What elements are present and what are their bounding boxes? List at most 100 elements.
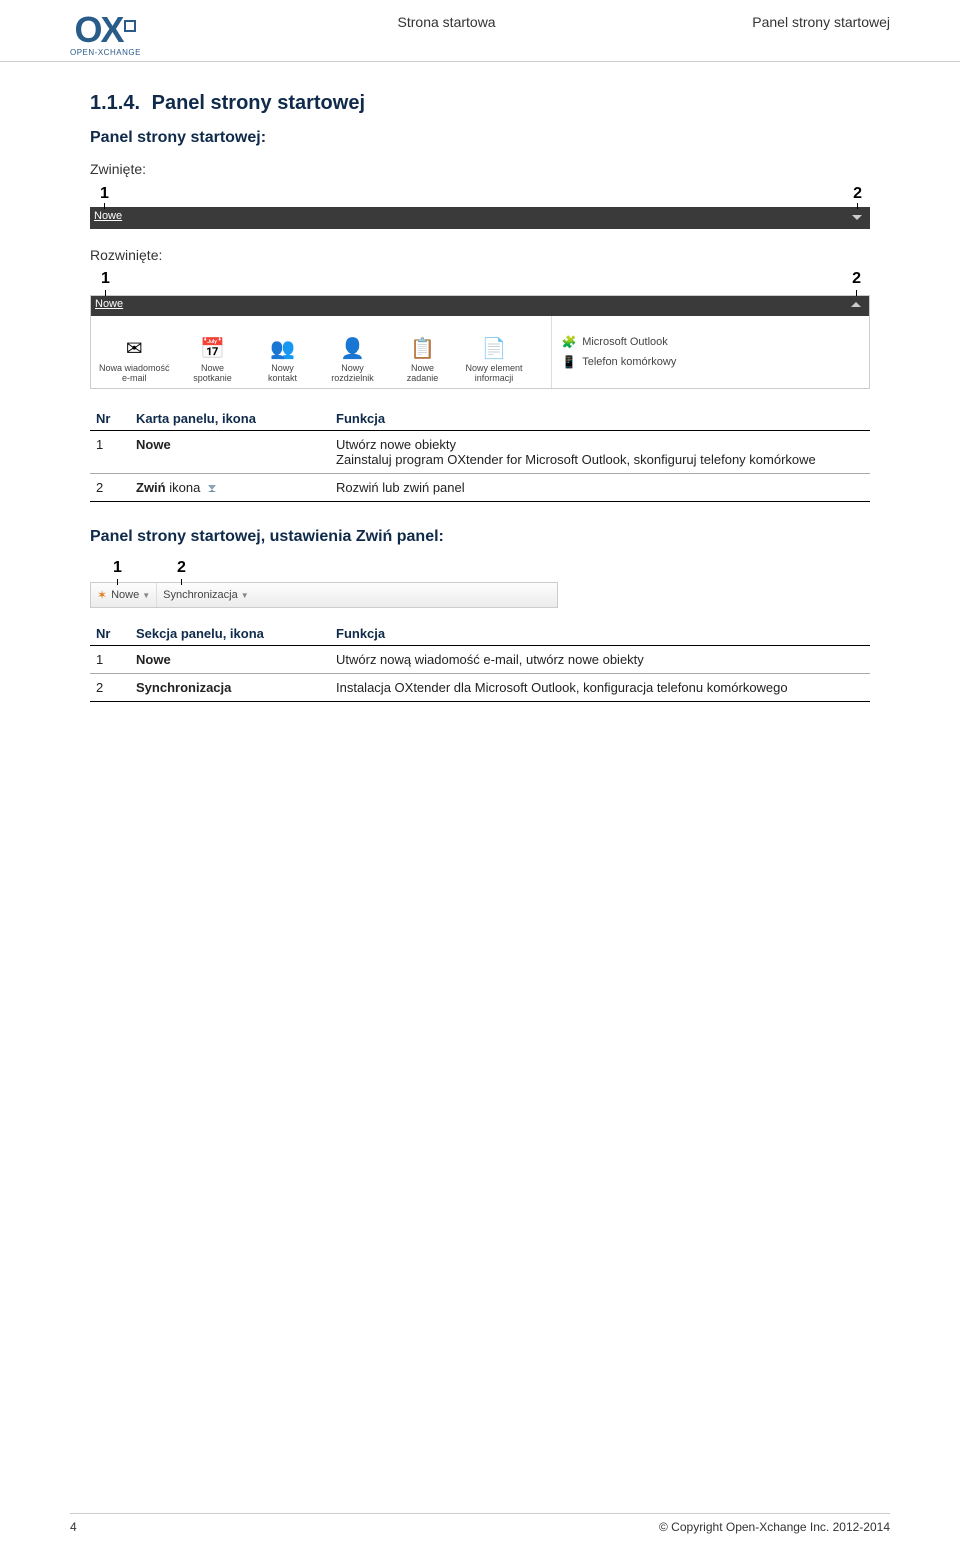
subheading-compact: Panel strony startowej, ustawienia Zwiń … xyxy=(90,528,870,546)
toolbar-label: Telefon komórkowy xyxy=(582,356,676,368)
toolbar-right: 🧩 Microsoft Outlook 📱 Telefon komórkowy xyxy=(552,316,869,388)
marker-1: 1 xyxy=(100,185,109,203)
marker-1: 1 xyxy=(101,270,110,288)
page-number: 4 xyxy=(70,1520,77,1534)
cell-item: Nowe xyxy=(130,431,330,474)
outlook-icon: 🧩 xyxy=(562,335,576,349)
compact-label: Nowe xyxy=(111,589,139,601)
toolbar-label: Nowyrozdzielnik xyxy=(331,364,374,384)
toolbar-label: Nowespotkanie xyxy=(193,364,232,384)
document-icon: 📄 xyxy=(480,334,508,362)
section-heading: 1.1.4. Panel strony startowej xyxy=(90,92,870,115)
marker-2: 2 xyxy=(852,270,861,288)
toolbar-item-new-task[interactable]: 📋 Nowezadanie xyxy=(388,316,458,388)
section-title: Panel strony startowej xyxy=(152,92,365,114)
compact-label: Synchronizacja xyxy=(163,589,238,601)
logo-square-icon xyxy=(124,20,136,32)
dropdown-arrow-icon: ▼ xyxy=(142,591,150,600)
collapse-triangle-icon xyxy=(208,485,216,492)
contacts-icon: 👥 xyxy=(269,334,297,362)
cell-func: Utwórz nową wiadomość e-mail, utwórz now… xyxy=(330,646,870,674)
new-icon: ✶ xyxy=(97,588,107,602)
page-footer: 4 © Copyright Open-Xchange Inc. 2012-201… xyxy=(70,1513,890,1534)
th-nr: Nr xyxy=(90,407,130,431)
toolbar-item-new-contact[interactable]: 👥 Nowykontakt xyxy=(248,316,318,388)
logo-subtext: OPEN-XCHANGE xyxy=(70,48,141,57)
table-row: 1 Nowe Utwórz nową wiadomość e-mail, utw… xyxy=(90,646,870,674)
th-item: Sekcja panelu, ikona xyxy=(130,622,330,646)
th-func: Funkcja xyxy=(330,622,870,646)
cell-func: Utwórz nowe obiekty Zainstaluj program O… xyxy=(330,431,870,474)
toolbar-label: Nowezadanie xyxy=(407,364,439,384)
table-row: 1 Nowe Utwórz nowe obiekty Zainstaluj pr… xyxy=(90,431,870,474)
cell-nr: 2 xyxy=(90,474,130,502)
cell-nr: 1 xyxy=(90,431,130,474)
header-center: Strona startowa xyxy=(398,10,496,30)
expanded-tab: Nowe xyxy=(91,296,869,316)
marker-1: 1 xyxy=(113,559,122,577)
compact-panel: 1 2 ✶ Nowe ▼ Synchronizacja ▼ xyxy=(90,582,558,608)
expanded-panel: 1 2 Nowe ✉ Nowa wiadomośće-mail 📅 Nowesp… xyxy=(90,295,870,389)
item-name: Nowe xyxy=(136,652,171,667)
collapsed-tab-label[interactable]: Nowe xyxy=(94,210,122,222)
content-area: 1.1.4. Panel strony startowej Panel stro… xyxy=(0,62,960,702)
panel-table-1: Nr Karta panelu, ikona Funkcja 1 Nowe Ut… xyxy=(90,407,870,502)
item-bold: Zwiń xyxy=(136,480,166,495)
collapse-arrow-icon[interactable] xyxy=(851,302,861,307)
toolbar-label: Nowy elementinformacji xyxy=(466,364,523,384)
cell-func: Rozwiń lub zwiń panel xyxy=(330,474,870,502)
toolbar-item-mobile[interactable]: 📱 Telefon komórkowy xyxy=(562,355,869,369)
tick-icon xyxy=(857,203,858,209)
dropdown-arrow-icon: ▼ xyxy=(241,591,249,600)
panel-table-2: Nr Sekcja panelu, ikona Funkcja 1 Nowe U… xyxy=(90,622,870,702)
cell-nr: 2 xyxy=(90,674,130,702)
section-number-text: 1.1.4. xyxy=(90,92,140,114)
logo-main: OX xyxy=(74,9,122,51)
user-icon: 👤 xyxy=(339,334,367,362)
marker-2: 2 xyxy=(177,559,186,577)
toolbar-label: Nowykontakt xyxy=(268,364,297,384)
cell-item: Synchronizacja xyxy=(130,674,330,702)
header-right: Panel strony startowej xyxy=(752,10,890,30)
cell-item: Zwiń ikona xyxy=(130,474,330,502)
toolbar-item-outlook[interactable]: 🧩 Microsoft Outlook xyxy=(562,335,869,349)
toolbar-label: Nowa wiadomośće-mail xyxy=(99,364,170,384)
collapsed-label: Zwinięte: xyxy=(90,161,870,177)
th-func: Funkcja xyxy=(330,407,870,431)
cell-item: Nowe xyxy=(130,646,330,674)
logo-text: OX xyxy=(74,10,136,50)
subheading-panel: Panel strony startowej: xyxy=(90,129,870,147)
marker-2: 2 xyxy=(853,185,862,203)
toolbar: ✉ Nowa wiadomośće-mail 📅 Nowespotkanie 👥… xyxy=(91,316,869,388)
toolbar-item-new-info[interactable]: 📄 Nowy elementinformacji xyxy=(458,316,531,388)
item-name: Nowe xyxy=(136,437,171,452)
email-icon: ✉ xyxy=(120,334,148,362)
expanded-label: Rozwinięte: xyxy=(90,247,870,263)
collapsed-panel: 1 2 Nowe xyxy=(90,207,870,229)
th-nr: Nr xyxy=(90,622,130,646)
page-header: OX OPEN-XCHANGE Strona startowa Panel st… xyxy=(0,0,960,62)
item-name: Synchronizacja xyxy=(136,680,231,695)
toolbar-item-new-meeting[interactable]: 📅 Nowespotkanie xyxy=(178,316,248,388)
expanded-tab-label[interactable]: Nowe xyxy=(95,298,123,310)
compact-item-sync[interactable]: Synchronizacja ▼ xyxy=(157,583,255,607)
tick-icon xyxy=(181,579,182,585)
compact-item-new[interactable]: ✶ Nowe ▼ xyxy=(91,583,157,607)
table-row: 2 Zwiń ikona Rozwiń lub zwiń panel xyxy=(90,474,870,502)
cell-func: Instalacja OXtender dla Microsoft Outloo… xyxy=(330,674,870,702)
expand-arrow-icon[interactable] xyxy=(852,215,862,220)
toolbar-item-new-distlist[interactable]: 👤 Nowyrozdzielnik xyxy=(318,316,388,388)
tick-icon xyxy=(117,579,118,585)
logo: OX OPEN-XCHANGE xyxy=(70,10,141,57)
table-row: 2 Synchronizacja Instalacja OXtender dla… xyxy=(90,674,870,702)
calendar-icon: 📅 xyxy=(199,334,227,362)
tick-icon xyxy=(104,203,105,209)
toolbar-left: ✉ Nowa wiadomośće-mail 📅 Nowespotkanie 👥… xyxy=(91,316,552,388)
toolbar-label: Microsoft Outlook xyxy=(582,336,668,348)
copyright: © Copyright Open-Xchange Inc. 2012-2014 xyxy=(659,1520,890,1534)
th-item: Karta panelu, ikona xyxy=(130,407,330,431)
task-icon: 📋 xyxy=(409,334,437,362)
toolbar-item-new-email[interactable]: ✉ Nowa wiadomośće-mail xyxy=(91,316,178,388)
phone-icon: 📱 xyxy=(562,355,576,369)
cell-nr: 1 xyxy=(90,646,130,674)
